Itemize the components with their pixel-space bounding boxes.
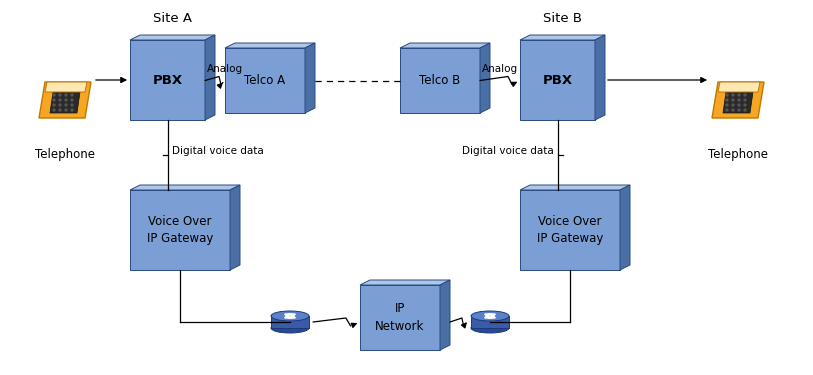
Circle shape: [65, 94, 67, 96]
Polygon shape: [39, 82, 91, 118]
Polygon shape: [723, 92, 753, 113]
Text: Telephone: Telephone: [35, 148, 95, 161]
Circle shape: [65, 99, 67, 101]
Circle shape: [71, 104, 73, 106]
Circle shape: [732, 94, 734, 96]
Polygon shape: [271, 316, 309, 328]
Text: Voice Over
IP Gateway: Voice Over IP Gateway: [537, 215, 603, 245]
Polygon shape: [205, 35, 215, 120]
Polygon shape: [480, 43, 490, 113]
Circle shape: [53, 104, 55, 106]
Ellipse shape: [471, 311, 509, 321]
Circle shape: [738, 94, 740, 96]
Circle shape: [71, 109, 73, 111]
Text: Analog: Analog: [207, 64, 243, 75]
Circle shape: [738, 99, 740, 101]
Text: PBX: PBX: [542, 74, 572, 87]
Circle shape: [71, 99, 73, 101]
Circle shape: [726, 109, 728, 111]
Text: Analog: Analog: [482, 64, 518, 75]
Polygon shape: [620, 185, 630, 270]
Circle shape: [726, 99, 728, 101]
Circle shape: [744, 99, 746, 101]
Text: PBX: PBX: [153, 74, 183, 87]
Polygon shape: [471, 316, 509, 328]
Circle shape: [738, 109, 740, 111]
Polygon shape: [400, 43, 490, 48]
Ellipse shape: [271, 323, 309, 333]
Circle shape: [744, 104, 746, 106]
Polygon shape: [520, 40, 595, 120]
Circle shape: [65, 104, 67, 106]
Polygon shape: [520, 185, 630, 190]
Text: Telco B: Telco B: [420, 74, 461, 87]
Polygon shape: [130, 185, 240, 190]
Circle shape: [732, 104, 734, 106]
Ellipse shape: [271, 311, 309, 321]
Polygon shape: [225, 43, 315, 48]
Text: Telco A: Telco A: [245, 74, 285, 87]
Polygon shape: [360, 285, 440, 350]
Polygon shape: [225, 48, 305, 113]
Polygon shape: [130, 190, 230, 270]
Circle shape: [744, 94, 746, 96]
Circle shape: [726, 104, 728, 106]
Polygon shape: [45, 82, 87, 92]
Circle shape: [65, 109, 67, 111]
Polygon shape: [130, 40, 205, 120]
Polygon shape: [718, 82, 760, 92]
Circle shape: [59, 104, 61, 106]
Polygon shape: [595, 35, 605, 120]
Text: Voice Over
IP Gateway: Voice Over IP Gateway: [147, 215, 213, 245]
Polygon shape: [520, 190, 620, 270]
Polygon shape: [712, 82, 764, 118]
Circle shape: [53, 99, 55, 101]
Polygon shape: [440, 280, 450, 350]
Polygon shape: [230, 185, 240, 270]
Text: Site B: Site B: [543, 12, 582, 24]
Circle shape: [732, 99, 734, 101]
Circle shape: [726, 94, 728, 96]
Polygon shape: [400, 48, 480, 113]
Polygon shape: [50, 92, 80, 113]
Circle shape: [71, 94, 73, 96]
Circle shape: [59, 94, 61, 96]
Circle shape: [59, 99, 61, 101]
Text: Site A: Site A: [153, 12, 192, 24]
Polygon shape: [130, 35, 215, 40]
Text: Digital voice data: Digital voice data: [462, 146, 554, 156]
Circle shape: [744, 109, 746, 111]
Circle shape: [738, 104, 740, 106]
Circle shape: [53, 94, 55, 96]
Text: Telephone: Telephone: [708, 148, 768, 161]
Circle shape: [732, 109, 734, 111]
Text: IP
Network: IP Network: [376, 303, 424, 333]
Polygon shape: [360, 280, 450, 285]
Text: Digital voice data: Digital voice data: [172, 146, 263, 156]
Ellipse shape: [471, 323, 509, 333]
Polygon shape: [305, 43, 315, 113]
Circle shape: [59, 109, 61, 111]
Polygon shape: [520, 35, 605, 40]
Circle shape: [53, 109, 55, 111]
